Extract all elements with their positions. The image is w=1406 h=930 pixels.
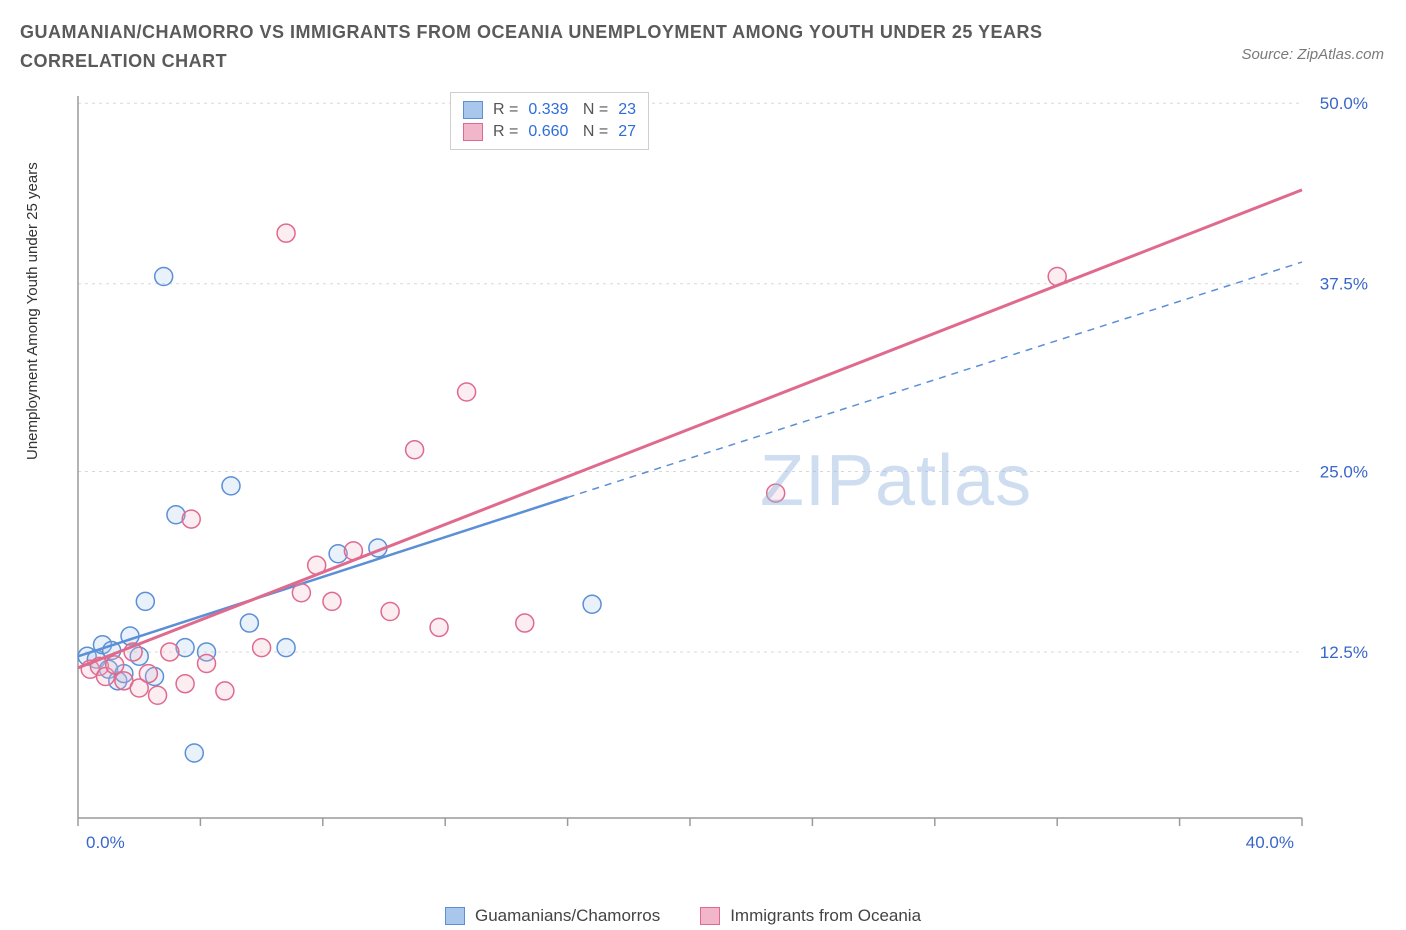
svg-text:50.0%: 50.0% bbox=[1320, 94, 1368, 113]
r-label: R = bbox=[493, 101, 518, 119]
scatter-plot: 12.5% 25.0% 37.5% 50.0% 0.0% 40.0% bbox=[70, 90, 1380, 860]
legend-label: Guamanians/Chamorros bbox=[475, 906, 660, 926]
legend-label: Immigrants from Oceania bbox=[730, 906, 921, 926]
svg-text:37.5%: 37.5% bbox=[1320, 275, 1368, 294]
swatch-icon bbox=[445, 907, 465, 925]
n-value: 23 bbox=[618, 101, 636, 119]
chart-title: GUAMANIAN/CHAMORRO VS IMMIGRANTS FROM OC… bbox=[20, 18, 1120, 76]
source-attribution: Source: ZipAtlas.com bbox=[1241, 46, 1384, 63]
legend-row-guamanian: R = 0.339 N = 23 bbox=[463, 99, 636, 121]
swatch-icon bbox=[463, 123, 483, 141]
r-value: 0.339 bbox=[528, 101, 568, 119]
legend-item-guamanian: Guamanians/Chamorros bbox=[445, 906, 660, 926]
r-label: R = bbox=[493, 123, 518, 141]
svg-text:40.0%: 40.0% bbox=[1246, 833, 1294, 852]
correlation-legend: R = 0.339 N = 23 R = 0.660 N = 27 bbox=[450, 92, 649, 150]
legend-row-oceania: R = 0.660 N = 27 bbox=[463, 121, 636, 143]
svg-text:25.0%: 25.0% bbox=[1320, 462, 1368, 481]
swatch-icon bbox=[463, 101, 483, 119]
legend-item-oceania: Immigrants from Oceania bbox=[700, 906, 921, 926]
swatch-icon bbox=[700, 907, 720, 925]
r-value: 0.660 bbox=[528, 123, 568, 141]
n-label: N = bbox=[578, 101, 608, 119]
svg-text:0.0%: 0.0% bbox=[86, 833, 125, 852]
n-value: 27 bbox=[618, 123, 636, 141]
y-axis-label: Unemployment Among Youth under 25 years bbox=[24, 162, 41, 460]
chart-area: 12.5% 25.0% 37.5% 50.0% 0.0% 40.0% bbox=[70, 90, 1380, 860]
svg-text:12.5%: 12.5% bbox=[1320, 643, 1368, 662]
n-label: N = bbox=[578, 123, 608, 141]
series-legend: Guamanians/Chamorros Immigrants from Oce… bbox=[445, 906, 921, 926]
